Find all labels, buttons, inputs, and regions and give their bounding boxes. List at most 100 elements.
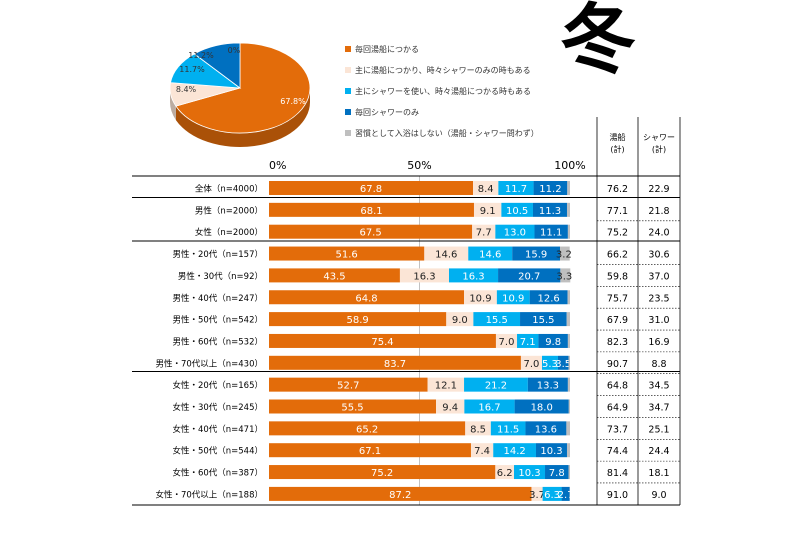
- bar-data-label: 3.7: [529, 490, 545, 501]
- bar-segment: [533, 181, 568, 195]
- bar-segment: [532, 202, 567, 217]
- bar-segment: [566, 312, 570, 327]
- bar-data-label: 75.4: [371, 337, 393, 348]
- legend-swatch: [345, 67, 351, 73]
- bar-segment: [545, 465, 569, 480]
- bar-segment: [269, 333, 496, 348]
- bar-segment: [269, 224, 473, 239]
- bar-data-label: 65.2: [356, 424, 378, 435]
- bar-data-label: 16.7: [478, 403, 500, 414]
- summary-value: 8.8: [651, 359, 666, 370]
- bar-data-label: 11.7: [505, 184, 527, 195]
- bar-data-label: 13.3: [537, 381, 559, 392]
- bar-segment: [527, 377, 568, 392]
- bar-data-label: 16.3: [413, 271, 435, 282]
- category-label: 女性・40代（n=471）: [172, 424, 263, 435]
- bar-data-label: 55.5: [341, 403, 363, 414]
- bar-data-label: 10.3: [540, 446, 562, 457]
- bar-segment: [560, 268, 571, 283]
- legend-swatch: [345, 46, 351, 52]
- summary-value: 37.0: [648, 271, 669, 282]
- bar-data-label: 11.1: [540, 228, 562, 239]
- bar-data-label: 11.3: [539, 206, 561, 217]
- bar-data-label: 3.3: [556, 271, 572, 282]
- category-label: 女性（n=2000）: [195, 227, 263, 238]
- summary-header: (計): [652, 144, 666, 154]
- summary-value: 9.0: [651, 490, 666, 501]
- bar-segment: [568, 355, 570, 370]
- bar-segment: [495, 465, 515, 480]
- bar-segment: [269, 377, 428, 392]
- bar-segment: [269, 486, 532, 501]
- bar-data-label: 14.6: [435, 250, 457, 261]
- bar-data-label: 87.2: [389, 490, 411, 501]
- pie-slice-side: [170, 88, 176, 121]
- category-label: 男性・30代（n=92）: [178, 271, 263, 282]
- summary-value: 16.9: [648, 337, 669, 348]
- pie-slice: [193, 42, 241, 89]
- bar-data-label: 43.5: [323, 271, 345, 282]
- legend-swatch: [345, 88, 351, 94]
- summary-value: 23.5: [648, 293, 669, 304]
- bar-data-label: 7.0: [499, 337, 515, 348]
- bar-segment: [269, 312, 447, 327]
- bar-data-label: 67.5: [359, 228, 381, 239]
- bar-segment: [269, 355, 521, 370]
- category-label: 全体（n=4000）: [195, 184, 263, 195]
- summary-value: 75.2: [607, 228, 628, 239]
- bar-segment: [269, 465, 496, 480]
- bar-data-label: 51.6: [336, 250, 358, 261]
- bar-segment: [269, 268, 400, 283]
- bar-segment: [566, 421, 570, 436]
- bar-segment: [517, 333, 539, 348]
- summary-value: 90.7: [607, 359, 628, 370]
- bar-data-label: 15.5: [532, 315, 554, 326]
- bar-data-label: 9.0: [452, 315, 468, 326]
- bar-segment: [472, 224, 496, 239]
- bar-data-label: 3.5: [555, 359, 571, 370]
- bar-segment: [525, 421, 567, 436]
- bar-segment: [501, 202, 533, 217]
- bar-data-label: 6.3: [544, 490, 560, 501]
- bar-segment: [567, 290, 570, 305]
- pie-slice-side: [175, 88, 310, 147]
- bar-data-label: 2.7: [558, 490, 574, 501]
- bar-data-label: 67.1: [359, 446, 381, 457]
- bar-segment: [436, 399, 465, 414]
- bar-data-label: 14.6: [479, 250, 501, 261]
- category-label: 女性・50代（n=544）: [172, 446, 263, 457]
- bar-segment: [542, 355, 558, 370]
- bar-segment: [464, 399, 515, 414]
- legend-swatch: [345, 109, 351, 115]
- legend-swatch: [345, 130, 351, 136]
- summary-header: (計): [610, 144, 624, 154]
- bar-segment: [269, 181, 474, 195]
- bar-segment: [534, 224, 568, 239]
- bar-data-label: 67.8: [360, 184, 382, 195]
- pie-data-label: 67.8%: [280, 97, 306, 106]
- bar-segment: [470, 443, 494, 458]
- bar-segment: [473, 312, 521, 327]
- bar-segment: [269, 202, 474, 217]
- bar-segment: [566, 202, 570, 217]
- legend-label: 毎回湯船につかる: [355, 45, 419, 54]
- bar-data-label: 15.5: [486, 315, 508, 326]
- bar-data-label: 11.5: [497, 424, 519, 435]
- category-label: 男性・20代（n=157）: [172, 249, 263, 260]
- bar-segment: [567, 181, 570, 195]
- bar-data-label: 3.2: [556, 250, 572, 261]
- bar-data-label: 7.0: [524, 359, 540, 370]
- pie-data-label: 11.2%: [188, 51, 214, 60]
- summary-value: 66.2: [607, 250, 628, 261]
- bar-data-label: 10.9: [469, 293, 491, 304]
- bar-data-label: 75.2: [371, 468, 393, 479]
- bar-data-label: 7.7: [476, 228, 492, 239]
- bar-data-label: 8.5: [470, 424, 486, 435]
- bar-data-label: 83.7: [384, 359, 406, 370]
- legend-label: 主にシャワーを使い、時々湯船につかる時もある: [355, 87, 531, 96]
- summary-value: 18.1: [648, 468, 669, 479]
- bar-segment: [427, 377, 465, 392]
- bar-data-label: 9.1: [480, 206, 496, 217]
- bar-data-label: 5.3: [542, 359, 558, 370]
